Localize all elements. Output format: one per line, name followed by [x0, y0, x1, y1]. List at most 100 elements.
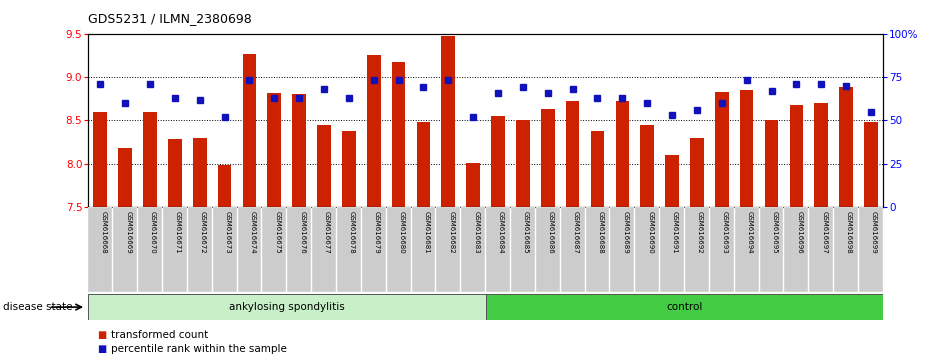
Text: GSM616671: GSM616671 [175, 211, 181, 254]
Text: percentile rank within the sample: percentile rank within the sample [111, 344, 287, 354]
Bar [138, 207, 162, 292]
Bar [541, 109, 555, 207]
Text: GSM616672: GSM616672 [200, 211, 205, 254]
Bar [511, 207, 535, 292]
Text: GSM616680: GSM616680 [399, 211, 404, 254]
Text: GSM616690: GSM616690 [648, 211, 653, 254]
Text: GSM616677: GSM616677 [324, 211, 330, 254]
Bar [412, 207, 436, 292]
Text: GSM616668: GSM616668 [100, 211, 106, 254]
Bar [709, 207, 734, 292]
Bar [292, 94, 306, 207]
Bar [242, 53, 256, 207]
Bar [765, 120, 778, 207]
Bar [113, 207, 137, 292]
Text: GSM616696: GSM616696 [796, 211, 802, 254]
Bar [665, 155, 679, 207]
Bar [715, 92, 729, 207]
Bar [487, 207, 510, 292]
Bar [784, 207, 808, 292]
Bar [362, 207, 386, 292]
Bar [312, 207, 336, 292]
Bar [839, 87, 853, 207]
Text: GSM616681: GSM616681 [424, 211, 429, 254]
Bar [759, 207, 783, 292]
Text: GSM616669: GSM616669 [125, 211, 131, 254]
Bar [217, 165, 231, 207]
Text: GSM616673: GSM616673 [225, 211, 230, 254]
Bar [834, 207, 858, 292]
Bar [566, 101, 579, 207]
Bar [387, 207, 411, 292]
Text: ■: ■ [97, 330, 106, 339]
Text: GSM616686: GSM616686 [548, 211, 554, 254]
Text: GSM616699: GSM616699 [871, 211, 877, 254]
Bar [536, 207, 560, 292]
Text: GSM616694: GSM616694 [746, 211, 753, 254]
Text: GSM616695: GSM616695 [771, 211, 778, 254]
Bar [586, 207, 610, 292]
Bar [615, 101, 629, 207]
Bar [859, 207, 882, 292]
Text: GSM616674: GSM616674 [250, 211, 255, 254]
Bar [416, 122, 430, 207]
Bar [635, 207, 660, 292]
Bar [213, 207, 237, 292]
Bar [163, 207, 187, 292]
Bar [392, 62, 405, 207]
Bar [143, 112, 157, 207]
Text: GSM616670: GSM616670 [150, 211, 156, 254]
Bar [437, 207, 461, 292]
Text: ■: ■ [97, 344, 106, 354]
Text: GSM616693: GSM616693 [722, 211, 728, 254]
Text: GSM616682: GSM616682 [449, 211, 454, 254]
Bar [288, 207, 311, 292]
Bar [685, 207, 709, 292]
Bar [263, 207, 286, 292]
Bar [809, 207, 833, 292]
Text: GSM616697: GSM616697 [821, 211, 827, 254]
Bar [337, 207, 361, 292]
Text: GSM616684: GSM616684 [498, 211, 504, 254]
Bar [168, 139, 181, 207]
Text: GSM616689: GSM616689 [623, 211, 628, 254]
Bar [486, 294, 883, 320]
Text: GSM616687: GSM616687 [573, 211, 579, 254]
Bar [591, 131, 604, 207]
Bar [367, 55, 380, 207]
Bar [610, 207, 635, 292]
Bar [814, 103, 828, 207]
Text: ankylosing spondylitis: ankylosing spondylitis [228, 302, 345, 312]
Text: transformed count: transformed count [111, 330, 208, 339]
Bar [790, 105, 803, 207]
Bar [267, 93, 281, 207]
Bar [118, 148, 132, 207]
Bar [864, 122, 878, 207]
Bar [690, 138, 704, 207]
Text: GSM616688: GSM616688 [598, 211, 603, 254]
Text: GSM616675: GSM616675 [275, 211, 280, 254]
Text: GSM616676: GSM616676 [299, 211, 305, 254]
Bar [93, 112, 107, 207]
Bar [516, 120, 530, 207]
Text: GSM616685: GSM616685 [523, 211, 529, 254]
Text: GSM616692: GSM616692 [697, 211, 703, 254]
Bar [342, 131, 356, 207]
Text: GSM616683: GSM616683 [474, 211, 479, 254]
Bar [238, 207, 262, 292]
Text: control: control [666, 302, 703, 312]
Bar [466, 163, 480, 207]
Bar [89, 207, 112, 292]
Text: GSM616691: GSM616691 [672, 211, 678, 254]
Bar [317, 125, 331, 207]
Bar [491, 116, 505, 207]
Text: disease state: disease state [3, 302, 72, 312]
Bar [462, 207, 485, 292]
Text: GSM616678: GSM616678 [349, 211, 355, 254]
Bar [441, 36, 455, 207]
Bar [561, 207, 585, 292]
Text: GSM616679: GSM616679 [374, 211, 380, 254]
Bar [88, 294, 486, 320]
Text: GSM616698: GSM616698 [846, 211, 852, 254]
Text: GDS5231 / ILMN_2380698: GDS5231 / ILMN_2380698 [88, 12, 252, 25]
